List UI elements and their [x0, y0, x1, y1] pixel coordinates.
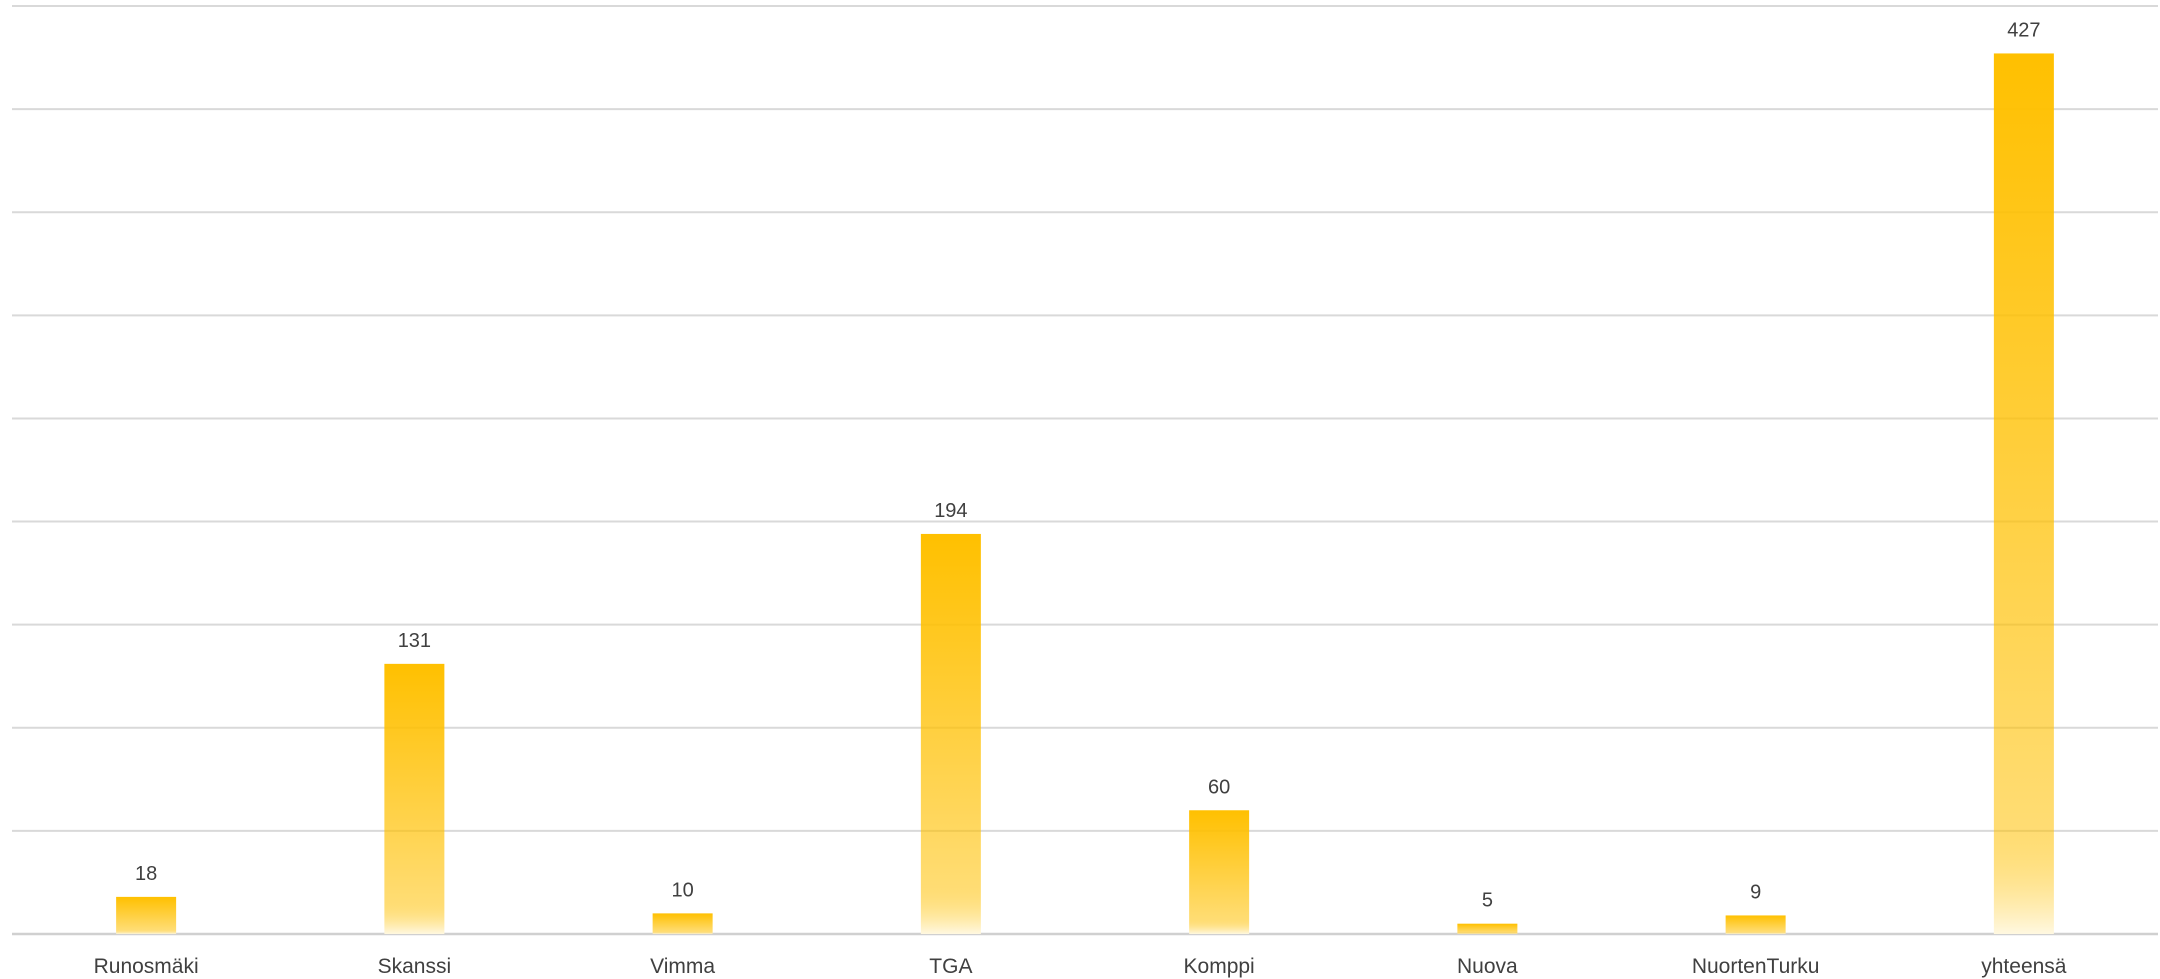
- x-tick-label-1: Skanssi: [378, 955, 452, 978]
- bar-4: [1189, 810, 1250, 934]
- x-axis-tick-labels: Runosmäki Skanssi Vimma TGA Komppi Nuova Nuort…: [94, 955, 2067, 978]
- bar-2: [652, 913, 713, 934]
- bar-5: [1457, 923, 1518, 934]
- bar-7: [1993, 53, 2054, 934]
- bar-0: [116, 896, 177, 934]
- x-tick-label-5: Nuova: [1457, 955, 1518, 978]
- bar-1: [384, 663, 445, 934]
- data-label-7: 427: [2007, 19, 2040, 41]
- data-label-3: 194: [934, 500, 967, 522]
- x-tick-label-0: Runosmäki: [94, 955, 199, 978]
- x-tick-label-3: TGA: [929, 955, 972, 978]
- x-tick-label-6: NuortenTurku: [1692, 955, 1820, 978]
- data-label-0: 18: [135, 863, 157, 885]
- x-tick-label-7: yhteensä: [1981, 955, 2067, 978]
- data-label-1: 131: [398, 630, 431, 652]
- data-label-2: 10: [672, 879, 694, 901]
- data-label-5: 5: [1482, 890, 1493, 912]
- x-tick-label-2: Vimma: [650, 955, 715, 978]
- data-label-6: 9: [1750, 881, 1761, 903]
- x-tick-label-4: Komppi: [1184, 955, 1255, 978]
- data-labels: 18 131 10 194 60 5 9 427: [135, 19, 2041, 911]
- bars: [116, 53, 2054, 934]
- gridlines: [12, 5, 2158, 936]
- bar-6: [1725, 915, 1786, 934]
- bar-3: [920, 533, 981, 934]
- data-label-4: 60: [1208, 776, 1230, 798]
